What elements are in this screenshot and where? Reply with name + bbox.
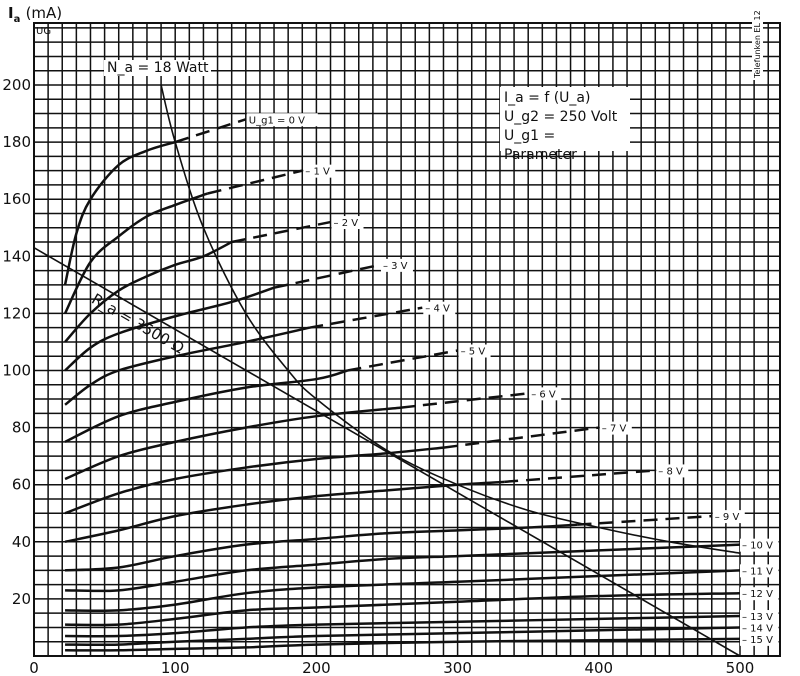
series-dashed bbox=[174, 118, 247, 144]
series-curve bbox=[65, 569, 741, 612]
y-tick-label: 120 bbox=[2, 304, 31, 322]
series-curve bbox=[65, 591, 741, 627]
series-dashed bbox=[273, 263, 381, 289]
series-label: U_g1 = 0 V bbox=[249, 115, 305, 126]
series-label: – 5 V bbox=[461, 347, 486, 358]
series-curve bbox=[64, 406, 402, 481]
series-label: – 13 V bbox=[742, 612, 773, 623]
legend-line-3: U_g1 = Parameter bbox=[504, 128, 577, 163]
legend-line-2: U_g2 = 250 Volt bbox=[504, 109, 618, 125]
series-curve bbox=[64, 446, 444, 515]
series-label: – 11 V bbox=[742, 566, 773, 577]
legend-line-1: I_a = f (U_a) bbox=[504, 90, 591, 106]
series-dashed bbox=[400, 392, 529, 409]
series-curve bbox=[65, 637, 741, 652]
y-tick-label: 80 bbox=[12, 419, 31, 437]
series-curve bbox=[64, 523, 578, 572]
series-curve bbox=[64, 369, 348, 444]
power-hyperbola bbox=[160, 84, 741, 555]
series-label: – 6 V bbox=[531, 389, 556, 400]
series-curve bbox=[65, 626, 741, 647]
series-curve bbox=[64, 240, 233, 343]
y-tick-label: 20 bbox=[12, 590, 31, 608]
series-curve bbox=[64, 326, 310, 406]
series-curve bbox=[63, 192, 209, 314]
curves bbox=[33, 84, 741, 657]
power-hyperbola-label: N_a = 18 Watt bbox=[104, 60, 212, 76]
series-label: – 10 V bbox=[742, 541, 773, 552]
series-label: – 2 V bbox=[334, 218, 359, 229]
y-tick-label: 40 bbox=[12, 533, 31, 551]
y-axis-title: Ia (mA) bbox=[8, 4, 63, 25]
y-tick-label: 160 bbox=[2, 190, 31, 208]
y-tick-label: 60 bbox=[12, 476, 31, 494]
x-tick-label: 400 bbox=[584, 659, 613, 676]
load-line bbox=[33, 247, 741, 657]
series-label: – 3 V bbox=[383, 261, 408, 272]
series-dashed bbox=[347, 349, 458, 372]
y-tick-label: 140 bbox=[2, 247, 31, 265]
series-dashed bbox=[309, 306, 423, 329]
series-label: – 7 V bbox=[602, 424, 627, 435]
series-label: – 12 V bbox=[742, 589, 773, 600]
series-label: – 1 V bbox=[305, 167, 330, 178]
x-tick-label: 500 bbox=[726, 659, 755, 676]
series-curve bbox=[64, 480, 505, 544]
series-curve bbox=[65, 614, 741, 638]
series-label: – 15 V bbox=[742, 635, 773, 646]
legend-box: I_a = f (U_a) U_g2 = 250 Volt U_g1 = Par… bbox=[500, 87, 630, 163]
series-curve bbox=[63, 140, 176, 286]
x-tick-label: 100 bbox=[161, 659, 190, 676]
x-tick-label: 200 bbox=[302, 659, 331, 676]
series-curve bbox=[65, 543, 741, 593]
series-dashed bbox=[577, 514, 712, 526]
x-tick-label: 300 bbox=[443, 659, 472, 676]
load-line-label: R_a = 3500 Ω bbox=[88, 290, 187, 358]
series-label: – 8 V bbox=[658, 466, 683, 477]
series-dashed bbox=[231, 220, 331, 244]
series-label: – 9 V bbox=[715, 512, 740, 523]
series-curve bbox=[64, 286, 275, 372]
series-dashed bbox=[443, 426, 599, 449]
y-tick-label: 180 bbox=[2, 133, 31, 151]
y-tick-label: 100 bbox=[2, 362, 31, 380]
series-label: – 14 V bbox=[742, 623, 773, 634]
tube-side-label: Telefunken EL 12 bbox=[752, 0, 763, 80]
series-dashed bbox=[504, 469, 656, 484]
series-dashed bbox=[207, 169, 303, 195]
y-tick-label: 200 bbox=[2, 76, 31, 94]
series-label: – 4 V bbox=[425, 304, 450, 315]
x-tick-label: 0 bbox=[29, 659, 39, 676]
corner-mark: UG bbox=[36, 26, 51, 37]
